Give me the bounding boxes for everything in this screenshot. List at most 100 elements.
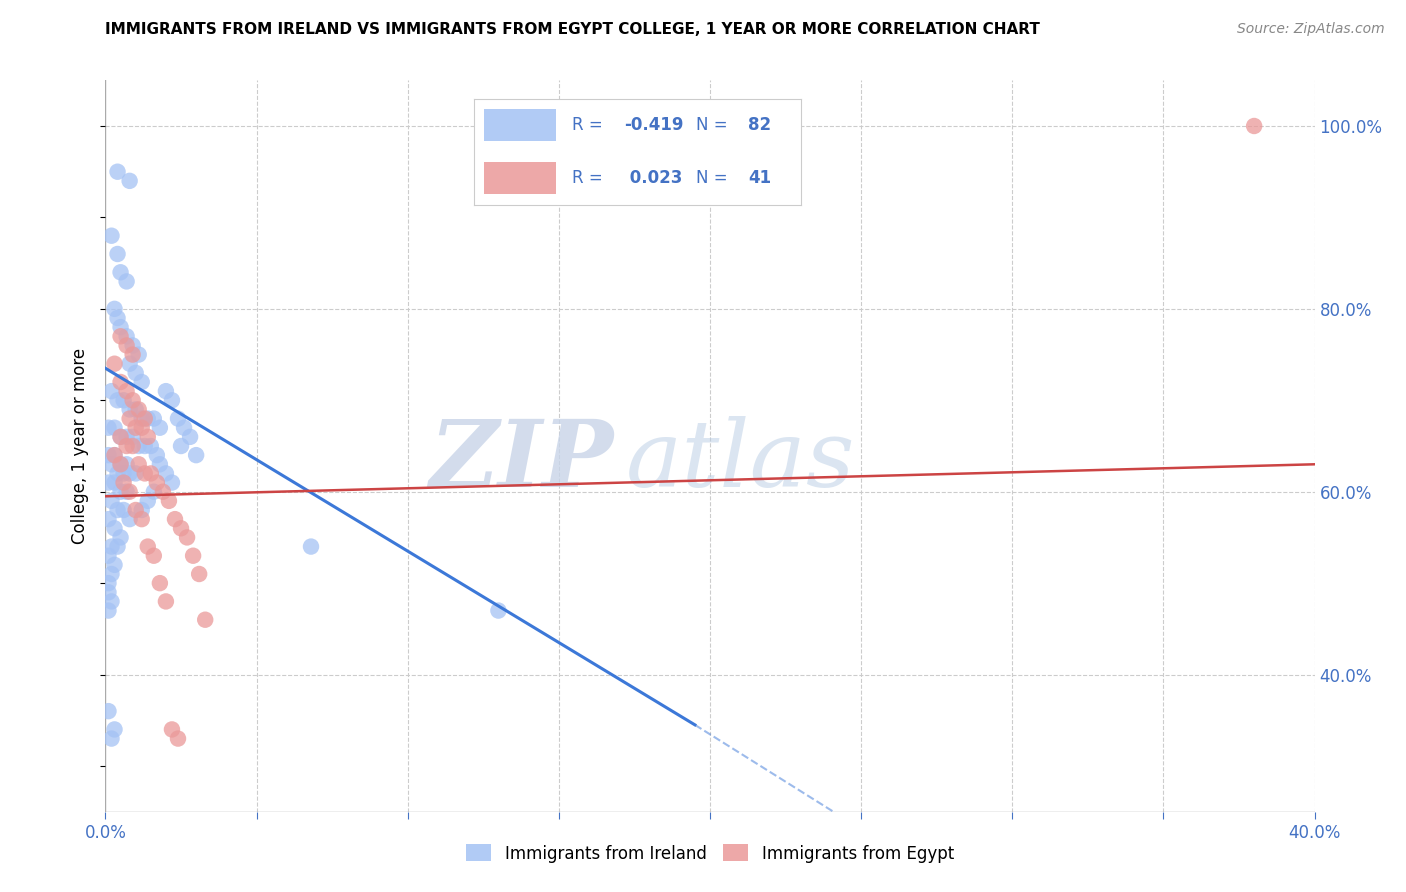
Point <box>167 411 190 425</box>
Text: ZIP: ZIP <box>429 416 613 506</box>
Point <box>146 448 169 462</box>
Point <box>100 494 122 508</box>
Point <box>112 393 135 408</box>
Point <box>110 457 132 471</box>
Point <box>160 723 183 737</box>
Point <box>136 430 159 444</box>
Point <box>118 402 141 417</box>
Point <box>103 558 125 572</box>
Point <box>103 420 125 434</box>
Point <box>100 567 122 582</box>
Point <box>136 540 159 554</box>
Point <box>118 467 141 481</box>
Point <box>149 420 172 434</box>
Point <box>163 512 186 526</box>
Point <box>299 540 322 554</box>
Point <box>131 411 153 425</box>
Point <box>97 576 120 591</box>
Point <box>125 467 148 481</box>
Point <box>188 567 211 582</box>
Point <box>110 265 132 279</box>
Point <box>107 467 129 481</box>
Point <box>100 228 122 243</box>
Point <box>131 512 153 526</box>
Point <box>157 494 180 508</box>
Text: Source: ZipAtlas.com: Source: ZipAtlas.com <box>1237 22 1385 37</box>
Point <box>110 430 132 444</box>
Point <box>128 402 150 417</box>
Point <box>155 594 177 608</box>
Point <box>97 420 120 434</box>
Point <box>115 275 138 289</box>
Point <box>125 366 148 380</box>
Point <box>181 549 204 563</box>
Point <box>100 594 122 608</box>
Point <box>100 540 122 554</box>
Point <box>149 457 172 471</box>
Point <box>112 467 135 481</box>
Point <box>107 503 129 517</box>
Point <box>176 530 198 544</box>
Point <box>107 310 129 325</box>
Point <box>112 503 135 517</box>
Point <box>167 731 190 746</box>
Point <box>100 731 122 746</box>
Point <box>125 420 148 434</box>
Point <box>107 393 129 408</box>
Point <box>136 411 159 425</box>
Y-axis label: College, 1 year or more: College, 1 year or more <box>72 348 90 544</box>
Point <box>139 439 162 453</box>
Point <box>170 521 193 535</box>
Point <box>97 549 120 563</box>
Point <box>131 375 153 389</box>
Point <box>115 457 138 471</box>
Point <box>128 439 150 453</box>
Point <box>149 576 172 591</box>
Point <box>97 475 120 490</box>
Point <box>103 301 125 316</box>
Point <box>103 357 125 371</box>
Point <box>115 338 138 352</box>
Point <box>125 402 148 417</box>
Point <box>121 439 143 453</box>
Point <box>110 457 132 471</box>
Point <box>100 457 122 471</box>
Point <box>107 247 129 261</box>
Point <box>186 448 208 462</box>
Point <box>1243 119 1265 133</box>
Text: IMMIGRANTS FROM IRELAND VS IMMIGRANTS FROM EGYPT COLLEGE, 1 YEAR OR MORE CORRELA: IMMIGRANTS FROM IRELAND VS IMMIGRANTS FR… <box>105 22 1040 37</box>
Point <box>152 484 174 499</box>
Point <box>97 704 120 718</box>
Point <box>110 530 132 544</box>
Point <box>146 475 169 490</box>
Point <box>128 348 150 362</box>
Point <box>121 348 143 362</box>
Point <box>118 357 141 371</box>
Point <box>139 467 162 481</box>
Point <box>134 439 156 453</box>
Point <box>103 723 125 737</box>
Point <box>115 430 138 444</box>
Point <box>107 164 129 178</box>
Point <box>142 411 165 425</box>
Point <box>100 384 122 399</box>
Point <box>115 484 138 499</box>
Point <box>118 411 141 425</box>
Point <box>121 393 143 408</box>
Legend: Immigrants from Ireland, Immigrants from Egypt: Immigrants from Ireland, Immigrants from… <box>460 838 960 869</box>
Point <box>142 484 165 499</box>
Point <box>115 384 138 399</box>
Point <box>128 457 150 471</box>
Point <box>173 420 195 434</box>
Point <box>131 503 153 517</box>
Point <box>118 174 141 188</box>
Point <box>136 494 159 508</box>
Point <box>170 439 193 453</box>
Point <box>97 512 120 526</box>
Text: atlas: atlas <box>626 416 855 506</box>
Point <box>121 338 143 352</box>
Point <box>131 420 153 434</box>
Point <box>103 448 125 462</box>
Point <box>118 512 141 526</box>
Point <box>97 448 120 462</box>
